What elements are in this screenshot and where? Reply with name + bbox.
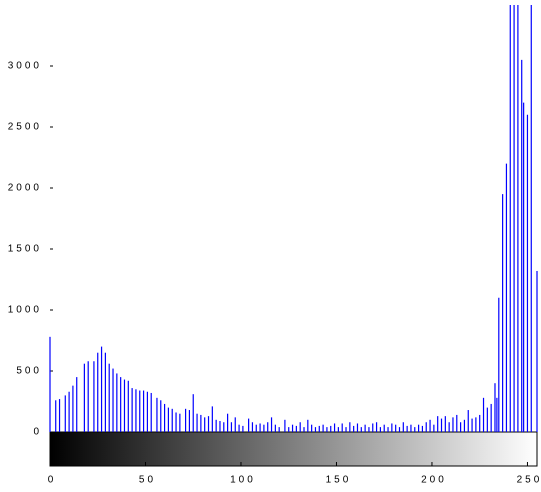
x-tick-label: 200 [421,475,447,486]
x-tick-label: 250 [517,475,541,486]
gray-scale-bar [49,431,538,467]
x-tick-label: 100 [230,475,256,486]
y-tick-label: 2000 [8,183,42,194]
x-tick-label: 50 [139,475,156,486]
y-tick-label: 2500 [8,122,42,133]
y-tick-label: 1000 [8,305,42,316]
x-tick-label: 150 [326,475,352,486]
x-tick-label: 0 [48,475,57,486]
y-tick-label: 3000 [8,61,42,72]
y-tick-label: 0 [33,427,42,438]
y-tick-label: 500 [16,366,42,377]
y-tick-label: 1500 [8,244,42,255]
